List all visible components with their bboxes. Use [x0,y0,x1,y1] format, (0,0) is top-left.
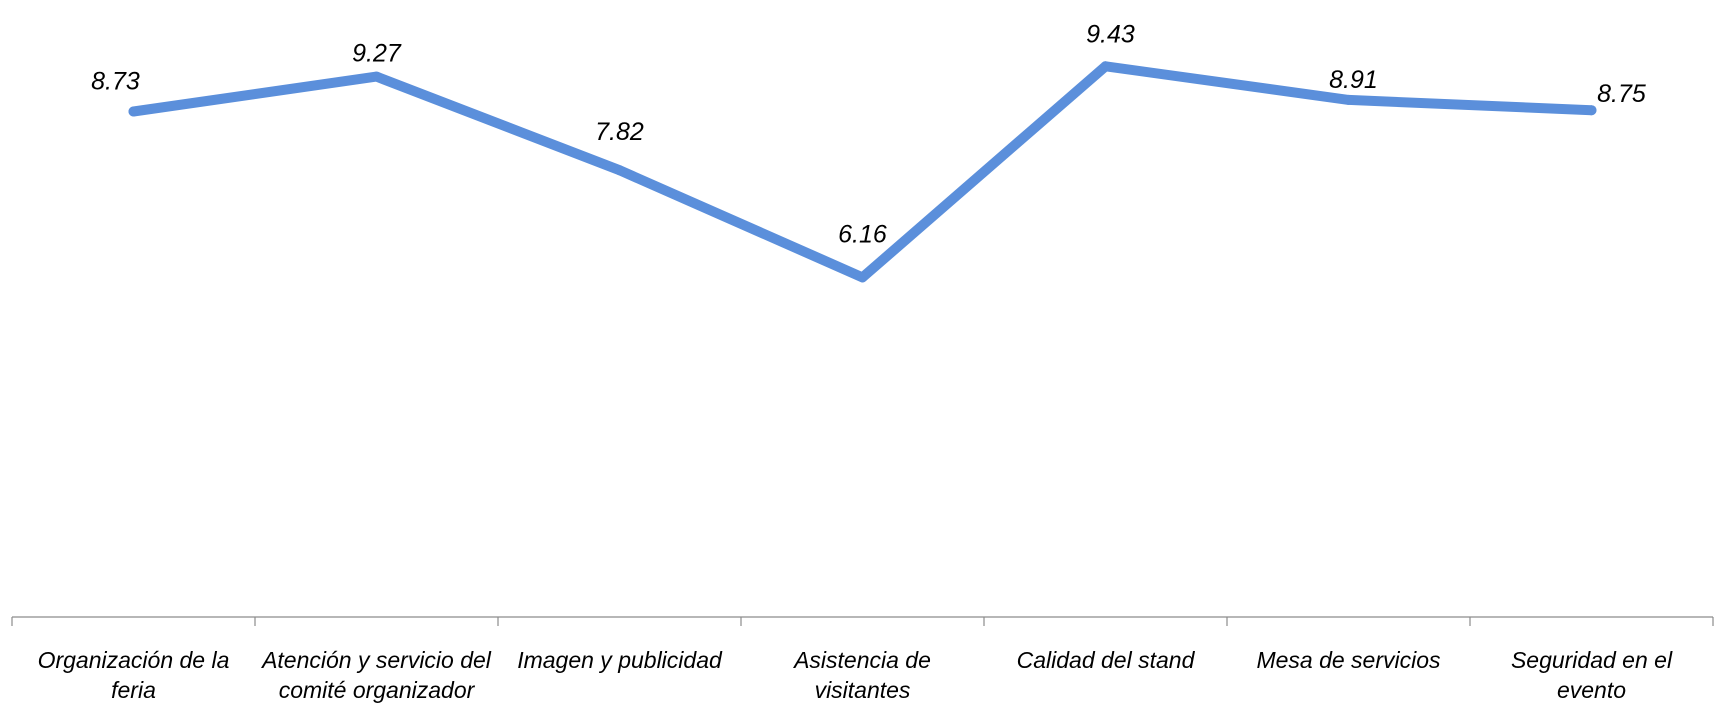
x-tick-label-line: Calidad del stand [1017,647,1196,673]
x-tick-label: Imagen y publicidad [517,647,723,673]
x-tick-label: Organización de la feria [38,647,230,703]
x-tick-label-line: Seguridad en el [1511,647,1673,673]
data-point [128,106,139,117]
data-point [614,165,625,176]
data-label-layer: 8.73 9.27 7.82 6.16 9.43 8.91 8.75 [91,20,1646,248]
data-label: 9.27 [352,40,402,68]
x-tick-label-line: Mesa de servicios [1256,647,1441,673]
series-line-layer [128,61,1597,283]
x-tick-label-line: feria [111,677,156,703]
x-tick-label: Seguridad en el evento [1511,647,1673,703]
data-point [1586,105,1597,116]
data-point [1343,94,1354,105]
x-tick-label-line: Organización de la [38,647,230,673]
x-tick-label-line: Imagen y publicidad [517,647,723,673]
x-tick-label-line: Atención y servicio del [260,647,492,673]
data-label: 8.73 [91,67,140,95]
category-label-layer: Organización de la feria Atención y servic… [38,647,1673,703]
x-tick-label: Mesa de servicios [1256,647,1441,673]
x-tick-label: Atención y servicio del comité organizado… [260,647,492,703]
data-point [857,272,868,283]
x-tick-label: Asistencia de visitantes [792,647,931,703]
x-tick-label: Calidad del stand [1017,647,1196,673]
data-point [1100,61,1111,72]
x-tick-label-line: evento [1557,677,1626,703]
data-label: 6.16 [838,220,887,248]
data-label: 8.75 [1597,80,1646,108]
x-tick-label-line: comité organizador [279,677,476,703]
data-label: 8.91 [1329,66,1378,94]
data-label: 7.82 [595,118,644,146]
data-label: 9.43 [1086,20,1135,48]
x-axis [11,616,1714,626]
data-point [371,71,382,82]
x-tick-label-line: Asistencia de [792,647,931,673]
x-tick-label-line: visitantes [815,677,911,703]
